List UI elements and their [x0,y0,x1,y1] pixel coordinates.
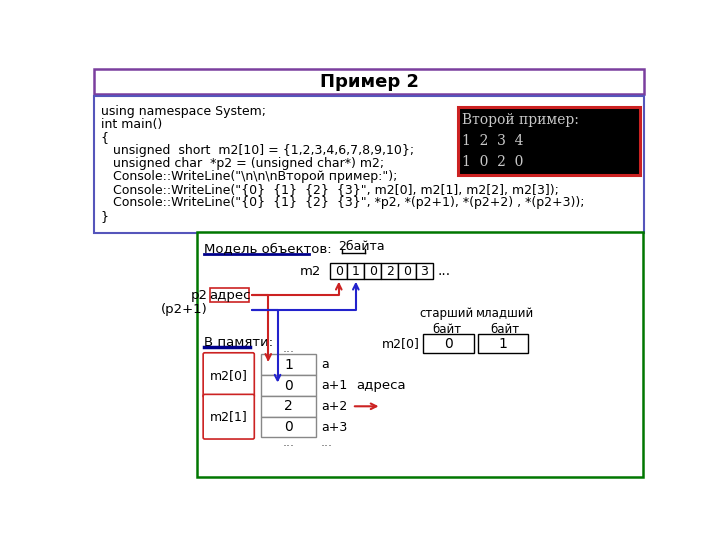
FancyBboxPatch shape [261,396,316,417]
FancyBboxPatch shape [458,107,640,175]
FancyBboxPatch shape [197,232,642,477]
FancyBboxPatch shape [415,264,433,279]
Text: 3: 3 [420,265,428,278]
Text: m2[0]: m2[0] [382,337,419,350]
Text: 1  2  3  4: 1 2 3 4 [462,134,523,148]
Text: ...: ... [437,264,450,278]
Text: 1: 1 [284,357,293,372]
Text: Второй пример:: Второй пример: [462,113,579,127]
Text: a+1: a+1 [321,379,347,392]
FancyBboxPatch shape [94,96,644,233]
FancyBboxPatch shape [423,334,474,353]
Text: unsigned  short  m2[10] = {1,2,3,4,6,7,8,9,10};: unsigned short m2[10] = {1,2,3,4,6,7,8,9… [101,144,414,157]
Text: 0: 0 [284,420,293,434]
Text: 1: 1 [352,265,360,278]
Text: ...: ... [282,342,294,355]
Text: 0: 0 [284,379,293,393]
Text: Console::WriteLine("{0}  {1}  {2}  {3}", m2[0], m2[1], m2[2], m2[3]);: Console::WriteLine("{0} {1} {2} {3}", m2… [101,184,559,197]
Text: a+2: a+2 [321,400,347,413]
Text: Модель объектов:: Модель объектов: [204,242,331,255]
FancyBboxPatch shape [382,264,398,279]
Text: Console::WriteLine("\n\n\nВторой пример:");: Console::WriteLine("\n\n\nВторой пример:… [101,170,397,183]
Text: младший
байт: младший байт [475,307,534,336]
Text: using namespace System;: using namespace System; [101,105,266,118]
Text: 0: 0 [335,265,343,278]
FancyBboxPatch shape [261,354,316,375]
Text: }: } [101,210,109,222]
Text: ...: ... [321,436,333,449]
Text: Пример 2: Пример 2 [320,73,418,91]
Text: В памяти:: В памяти: [204,336,273,349]
FancyBboxPatch shape [330,264,347,279]
Text: 1: 1 [498,336,507,350]
Text: 2: 2 [284,399,293,413]
Text: 1  0  2  0: 1 0 2 0 [462,155,523,169]
Text: m2[0]: m2[0] [210,369,248,382]
Text: 0: 0 [403,265,411,278]
Text: unsigned char  *p2 = (unsigned char*) m2;: unsigned char *p2 = (unsigned char*) m2; [101,157,384,170]
Text: адреса: адреса [356,379,405,392]
FancyBboxPatch shape [477,334,528,353]
FancyBboxPatch shape [261,375,316,396]
Text: 0: 0 [444,336,453,350]
Text: a: a [321,358,329,371]
FancyBboxPatch shape [347,264,364,279]
FancyBboxPatch shape [203,353,254,397]
Text: адрес: адрес [209,288,251,301]
Text: a+3: a+3 [321,421,347,434]
FancyBboxPatch shape [203,394,254,439]
FancyBboxPatch shape [94,70,644,94]
Text: p2: p2 [191,288,208,301]
Text: 2байта: 2байта [338,240,384,253]
Text: ...: ... [282,436,294,449]
Text: старший
байт: старший байт [419,307,474,336]
Text: {: { [101,131,109,144]
Text: 0: 0 [369,265,377,278]
Text: m2: m2 [300,265,321,278]
Text: Console::WriteLine("{0}  {1}  {2}  {3}", *p2, *(p2+1), *(p2+2) , *(p2+3));: Console::WriteLine("{0} {1} {2} {3}", *p… [101,197,585,210]
FancyBboxPatch shape [398,264,415,279]
FancyBboxPatch shape [261,417,316,437]
Text: 2: 2 [386,265,394,278]
FancyBboxPatch shape [364,264,382,279]
Text: int main(): int main() [101,118,162,131]
FancyBboxPatch shape [210,288,249,302]
Text: (p2+1): (p2+1) [161,303,208,316]
Text: m2[1]: m2[1] [210,410,248,423]
